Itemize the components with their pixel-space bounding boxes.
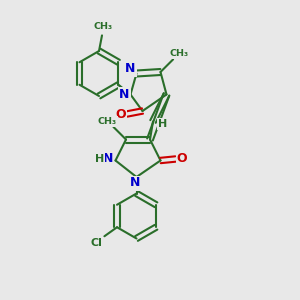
Text: N: N [103, 152, 113, 166]
Text: CH₃: CH₃ [98, 117, 117, 126]
Text: N: N [125, 62, 136, 76]
Text: Cl: Cl [90, 238, 102, 248]
Text: H: H [158, 119, 167, 129]
Text: O: O [115, 107, 126, 121]
Text: O: O [177, 152, 188, 166]
Text: N: N [119, 88, 130, 101]
Text: N: N [130, 176, 140, 190]
Text: CH₃: CH₃ [94, 22, 113, 31]
Text: H: H [95, 154, 104, 164]
Text: CH₃: CH₃ [169, 49, 189, 58]
